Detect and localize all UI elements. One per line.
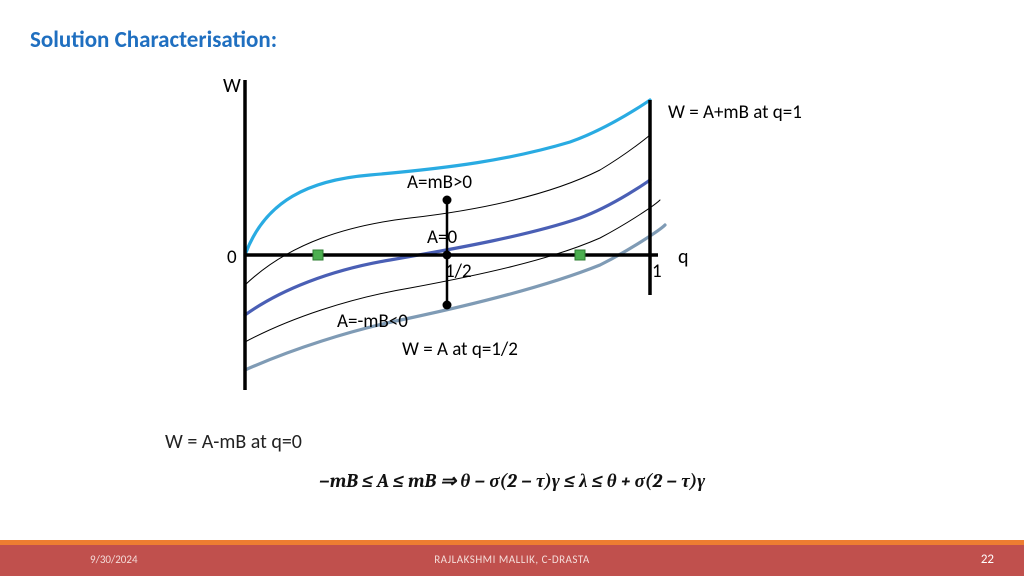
main-equation: −mB ≤ A ≤ mB ⇒ θ − σ(2 − τ)γ ≤ λ ≤ θ + σ… bbox=[0, 470, 1024, 493]
footer-bar: 9/30/2024 RAJLAKSHMI MALLIK, C-DRASTA 22 bbox=[0, 540, 1024, 576]
caption-bottom-left: W = A-mB at q=0 bbox=[165, 430, 302, 454]
slide-title: Solution Characterisation: bbox=[30, 26, 277, 54]
svg-text:A=mB>0: A=mB>0 bbox=[407, 171, 472, 194]
svg-text:A=-mB<0: A=-mB<0 bbox=[337, 310, 408, 333]
svg-text:1: 1 bbox=[652, 260, 662, 283]
footer-strip bbox=[0, 540, 1024, 545]
svg-text:W = A+mB at q=1: W = A+mB at q=1 bbox=[668, 101, 802, 124]
footer-center: RAJLAKSHMI MALLIK, C-DRASTA bbox=[0, 553, 1024, 566]
svg-text:1/2: 1/2 bbox=[445, 260, 472, 283]
svg-text:W = A at q=1/2: W = A at q=1/2 bbox=[402, 338, 518, 361]
svg-text:A=0: A=0 bbox=[427, 226, 457, 249]
svg-text:0: 0 bbox=[227, 246, 237, 269]
svg-text:q: q bbox=[678, 245, 689, 269]
svg-text:W: W bbox=[223, 74, 241, 98]
solution-chart: Wq 0 1/2 1 W = A+mB at q=1 A=mB>0 A=0 A=-mB<0 W … bbox=[150, 70, 880, 440]
footer-page-number: 22 bbox=[981, 552, 994, 567]
